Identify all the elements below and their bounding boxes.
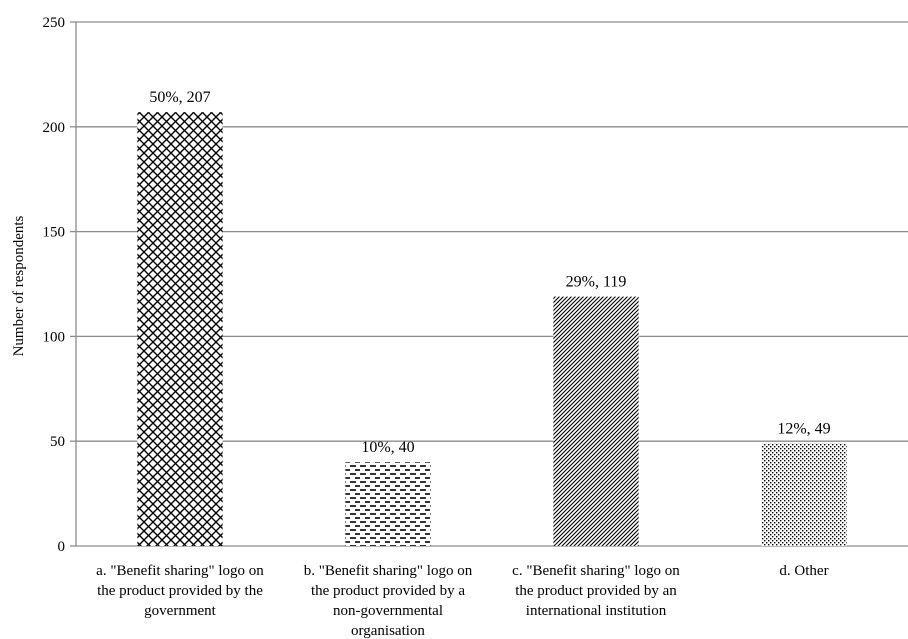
y-tick-label: 100 (43, 329, 66, 345)
bars (137, 112, 847, 547)
labels: 50%, 207 a. "Benefit sharing" logo on the … (96, 89, 830, 639)
x-tick-label-line: organisation (351, 623, 425, 639)
data-label: 10%, 40 (361, 439, 414, 456)
bar (553, 296, 639, 546)
data-label: 50%, 207 (149, 89, 210, 106)
y-tick-label: 200 (43, 120, 66, 136)
y-axis-title: Number of respondents (11, 215, 27, 356)
x-tick-label-line: the product provided by the (97, 583, 263, 599)
x-tick-label-line: the product provided by an (515, 583, 677, 599)
x-tick-label-line: a. "Benefit sharing" logo on (96, 563, 264, 579)
x-tick-label-line: c. "Benefit sharing" logo on (512, 563, 680, 579)
x-tick-label: a. "Benefit sharing" logo on the product … (96, 563, 264, 619)
x-tick-label: d. Other (779, 563, 828, 579)
bar (345, 462, 431, 546)
bar (137, 112, 223, 547)
x-tick-label-line: government (144, 603, 216, 619)
data-label: 29%, 119 (566, 274, 627, 291)
y-tick-label: 0 (58, 539, 66, 555)
x-tick-label-line: b. "Benefit sharing" logo on (304, 563, 473, 579)
x-tick-label: c. "Benefit sharing" logo on the product … (512, 563, 680, 619)
data-label: 12%, 49 (777, 420, 830, 437)
y-tick-label: 150 (43, 225, 66, 241)
x-tick-label-line: international institution (526, 603, 667, 619)
bar (761, 443, 847, 546)
x-tick-label: b. "Benefit sharing" logo on the product … (304, 563, 473, 639)
x-tick-label-line: non-governmental (333, 603, 443, 619)
x-tick-label-line: the product provided by a (311, 583, 465, 599)
y-tick-label: 50 (50, 434, 65, 450)
x-tick-label-line: d. Other (779, 563, 828, 579)
y-tick-label: 250 (43, 15, 66, 31)
